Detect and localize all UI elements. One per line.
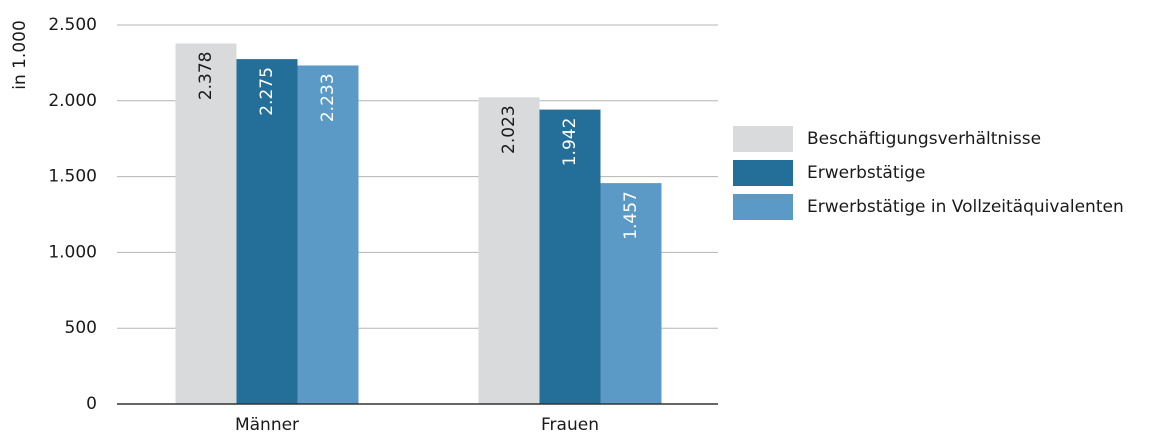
legend-label: Erwerbstätige in Vollzeitäquivalenten: [807, 197, 1124, 217]
bar: [478, 97, 540, 404]
x-tick-label: Frauen: [541, 415, 599, 435]
y-tick-label: 2.500: [48, 15, 97, 35]
y-tick-label: 2.000: [48, 91, 97, 111]
legend-swatch: [733, 126, 793, 152]
y-tick-label: 1.000: [48, 242, 97, 262]
value-label: 2.378: [196, 51, 216, 100]
y-tick-label: 1.500: [48, 167, 97, 187]
value-label: 2.275: [257, 67, 277, 116]
bar: [175, 43, 237, 404]
value-label: 2.233: [318, 73, 338, 122]
bar: [600, 183, 662, 404]
y-tick-label: 0: [86, 394, 97, 414]
y-axis-label: in 1.000: [10, 20, 30, 90]
value-label: 2.023: [499, 105, 519, 154]
y-tick-label: 500: [65, 318, 97, 338]
legend-swatch: [733, 160, 793, 186]
legend-label: Beschäftigungsverhältnisse: [807, 129, 1041, 149]
x-tick-label: Männer: [235, 415, 299, 435]
legend-swatch: [733, 194, 793, 220]
bar: [539, 109, 601, 404]
bar: [297, 65, 359, 404]
value-label: 1.457: [621, 191, 641, 240]
value-label: 1.942: [560, 118, 580, 167]
bar: [236, 59, 298, 405]
legend-label: Erwerbstätige: [807, 163, 925, 183]
